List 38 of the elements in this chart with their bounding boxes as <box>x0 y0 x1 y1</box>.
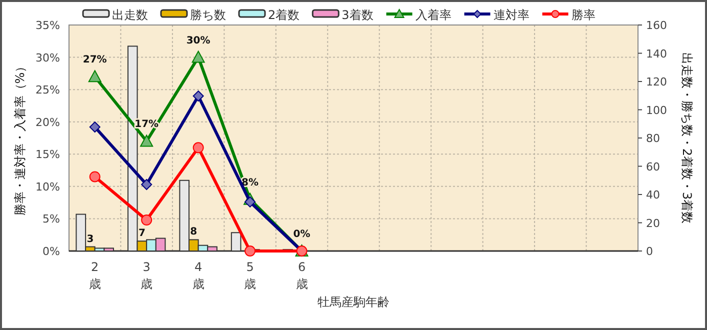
y-tick-label: 5% <box>42 212 60 226</box>
data-label: 0% <box>293 229 310 240</box>
y2-tick-label: 160 <box>646 19 667 32</box>
y2-tick-label: 120 <box>646 76 667 88</box>
y-tick-label: 10% <box>36 180 60 194</box>
y-tick-label: 20% <box>36 116 60 129</box>
y-tick-label: 25% <box>36 84 60 97</box>
y-axis-title: 勝率・連対率・入着率（%） <box>13 60 27 216</box>
y2-tick-label: 80 <box>646 132 660 145</box>
y2-tick-label: 140 <box>646 47 667 60</box>
x-tick-label: 5歳 <box>244 260 256 291</box>
data-label: 3 <box>86 234 94 245</box>
legend-label: 2着数 <box>268 8 300 22</box>
legend-label: 連対率 <box>493 8 530 22</box>
data-label: 7 <box>138 228 146 240</box>
y-tick-label: 35% <box>36 19 60 32</box>
data-label: 30% <box>186 35 210 46</box>
x-tick-label: 2歳 <box>88 260 101 291</box>
legend-label: 勝ち数 <box>190 8 226 22</box>
y2-axis-title: 出走数・勝ち数・2着数・3着数 <box>680 52 694 224</box>
y2-tick-label: 60 <box>646 160 660 174</box>
x-axis-title: 牡馬産駒年齢 <box>318 295 390 309</box>
data-label: 8 <box>190 226 198 238</box>
data-label: 27% <box>82 54 107 66</box>
x-tick-label: 4歳 <box>192 260 204 291</box>
y2-tick-label: 40 <box>646 188 660 202</box>
y-tick-label: 15% <box>36 148 60 162</box>
legend-label: 出走数 <box>112 8 148 22</box>
y2-tick-label: 100 <box>646 104 667 117</box>
y-tick-label: 30% <box>36 51 60 64</box>
x-tick-label: 3歳 <box>140 260 153 291</box>
y-tick-label: 0% <box>42 245 60 258</box>
legend-label: 3着数 <box>342 8 374 22</box>
y2-tick-label: 0 <box>646 245 653 258</box>
legend-label: 勝率 <box>571 8 596 22</box>
x-tick-label: 6歳 <box>296 260 308 291</box>
legend-label: 入着率 <box>415 8 452 22</box>
y2-tick-label: 20 <box>646 216 660 230</box>
